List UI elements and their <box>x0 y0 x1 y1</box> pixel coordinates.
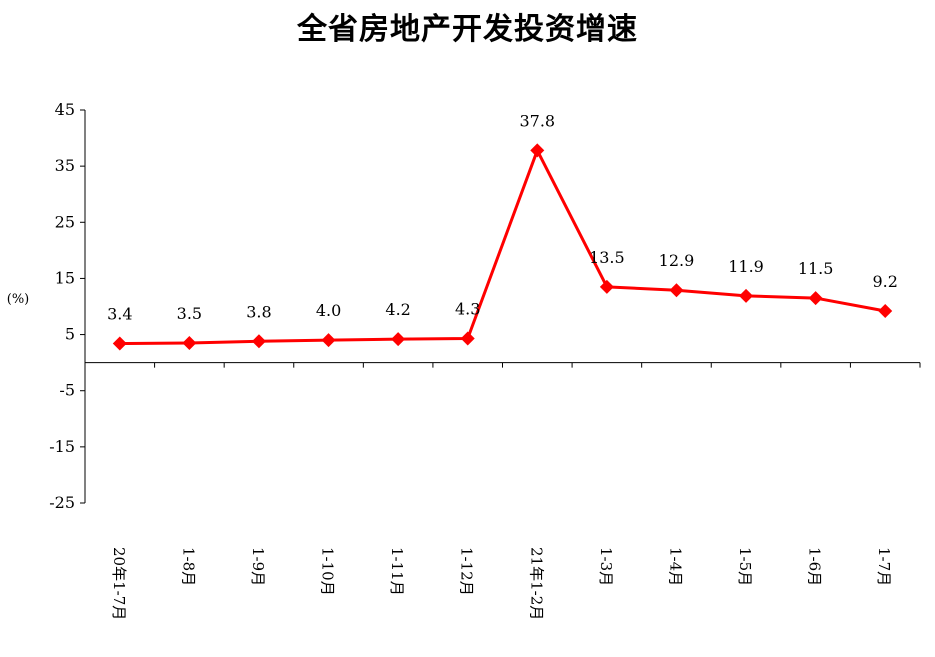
y-tick-label: -15 <box>49 437 75 456</box>
x-category-label: 1-4月 <box>666 547 684 586</box>
y-tick-label: 25 <box>55 212 75 231</box>
data-point-marker <box>808 291 823 306</box>
data-label: 3.8 <box>246 302 271 321</box>
series-group <box>112 143 893 351</box>
data-label: 11.5 <box>798 259 834 278</box>
chart-title: 全省房地产开发投资增速 <box>297 12 638 47</box>
y-tick-label: -25 <box>49 493 75 512</box>
data-label: 12.9 <box>659 251 695 270</box>
y-tick-label: 45 <box>55 100 75 119</box>
x-category-label: 1-10月 <box>319 547 337 596</box>
y-tick-label: 15 <box>55 268 75 287</box>
x-category-label: 20年1-7月 <box>110 547 128 620</box>
y-tick-label: 35 <box>55 156 75 175</box>
y-unit-label: (%) <box>7 292 30 307</box>
data-label: 37.8 <box>519 111 555 130</box>
data-label: 13.5 <box>589 248 625 267</box>
data-label: 11.9 <box>728 257 764 276</box>
data-point-marker <box>878 303 893 318</box>
data-point-marker <box>599 279 614 294</box>
x-category-label: 1-11月 <box>388 547 406 596</box>
x-category-label: 1-5月 <box>736 547 754 586</box>
x-category-label: 1-6月 <box>806 547 824 586</box>
data-point-marker <box>182 335 197 350</box>
data-point-marker <box>669 283 684 298</box>
x-category-label: 1-8月 <box>179 547 197 586</box>
y-tick-label: 5 <box>65 325 75 344</box>
data-point-marker <box>391 332 406 347</box>
data-point-marker <box>112 336 127 351</box>
x-category-label: 1-3月 <box>597 547 615 586</box>
x-category-label: 1-9月 <box>249 547 267 586</box>
data-label: 9.2 <box>872 272 897 291</box>
data-point-marker <box>321 333 336 348</box>
data-label: 4.0 <box>316 301 341 320</box>
data-labels: 3.4 3.5 3.8 4.0 4.2 4.3 37.8 13.5 12.9 11.9 11.5 9.… <box>107 111 898 323</box>
x-category-label: 21年1-2月 <box>527 547 545 620</box>
data-point-marker <box>530 143 545 158</box>
data-label: 3.5 <box>177 304 202 323</box>
data-label: 3.4 <box>107 305 132 324</box>
data-label: 4.3 <box>455 300 480 319</box>
data-point-marker <box>251 334 266 349</box>
x-category-label: 1-12月 <box>458 547 476 596</box>
data-point-marker <box>739 288 754 303</box>
data-point-marker <box>460 331 475 346</box>
series-line <box>119 148 886 346</box>
x-category-label: 1-7月 <box>875 547 893 586</box>
data-label: 4.2 <box>385 300 410 319</box>
y-axis: 45 35 25 15 5 -5 -15 -25 (%) <box>7 100 86 512</box>
y-tick-label: -5 <box>59 381 75 400</box>
x-axis: 20年1-7月 1-8月 1-9月 1-10月 1-11月 1-12月 21年1-2月 1-3… <box>85 362 921 620</box>
